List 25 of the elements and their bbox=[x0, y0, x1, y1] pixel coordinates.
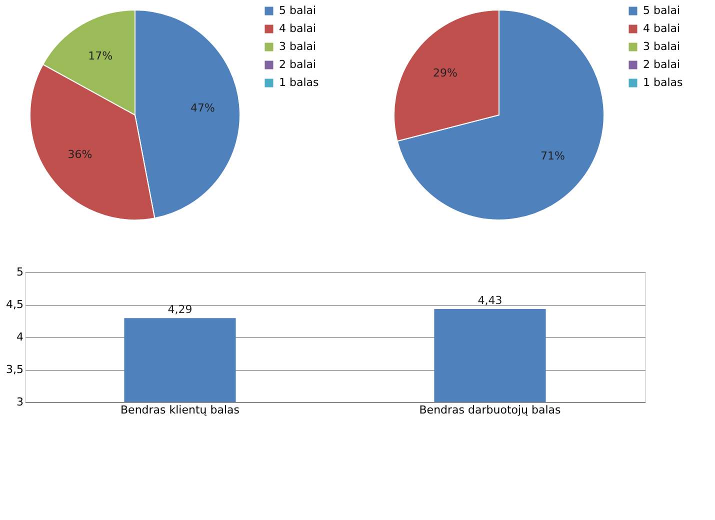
data-label: 4,43 bbox=[478, 294, 502, 308]
legend-label: 5 balai bbox=[643, 4, 680, 17]
legend-label: 2 balai bbox=[279, 58, 316, 71]
legend-label: 3 balai bbox=[643, 40, 680, 53]
legend-label: 5 balai bbox=[279, 4, 316, 17]
y-tick-label: 4 bbox=[16, 330, 24, 344]
data-label: 47% bbox=[190, 102, 215, 115]
y-tick-label: 5 bbox=[16, 266, 24, 278]
y-tick-label: 3,5 bbox=[6, 363, 24, 376]
data-label: 71% bbox=[540, 150, 565, 163]
data-label: 4,29 bbox=[168, 303, 192, 316]
pie-slice bbox=[396, 10, 604, 220]
y-tick-label: 3 bbox=[16, 396, 24, 408]
legend-label: 1 balas bbox=[643, 76, 684, 89]
data-label: 29% bbox=[433, 66, 458, 80]
legend-label: 1 balas bbox=[279, 76, 320, 89]
legend-label: 3 balai bbox=[279, 40, 316, 53]
legend-label: 4 balai bbox=[279, 22, 316, 35]
data-label: 17% bbox=[88, 49, 113, 62]
data-label: 36% bbox=[68, 148, 92, 161]
x-tick-label: Bendras klientų balas bbox=[120, 404, 240, 416]
legend-label: 2 balai bbox=[643, 58, 680, 71]
x-tick-label: Bendras darbuotojų balas bbox=[419, 404, 562, 416]
y-tick-label: 4,5 bbox=[6, 298, 24, 311]
legend-label: 4 balai bbox=[643, 22, 680, 35]
